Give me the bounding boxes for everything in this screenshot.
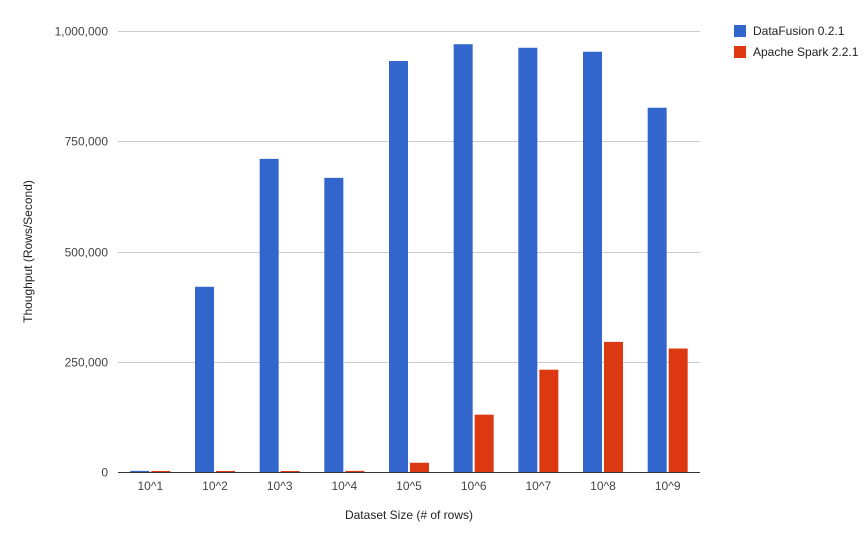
y-tick-label: 250,000 — [65, 356, 109, 370]
legend-label: Apache Spark 2.2.1 — [753, 45, 859, 59]
bar-datafusion-8 — [647, 107, 667, 472]
x-tick-label: 10^9 — [655, 479, 681, 493]
bar-spark-7 — [604, 341, 623, 472]
bar-spark-2 — [280, 471, 300, 472]
bar-datafusion-4 — [389, 60, 408, 473]
legend-swatch — [734, 46, 746, 58]
bar-spark-3 — [345, 470, 365, 472]
x-tick-label: 10^6 — [461, 479, 487, 493]
x-tick-label: 10^8 — [590, 479, 616, 493]
y-tick-label: 1,000,000 — [55, 25, 109, 39]
y-tick-label: 500,000 — [65, 246, 109, 260]
y-axis-title: Thoughput (Rows/Second) — [21, 180, 35, 323]
bar-datafusion-2 — [259, 158, 279, 472]
y-tick-label: 0 — [101, 466, 108, 480]
y-tick-label: 750,000 — [65, 135, 109, 149]
bar-datafusion-0 — [130, 470, 150, 472]
bar-spark-0 — [151, 471, 171, 472]
x-tick-label: 10^5 — [396, 479, 422, 493]
bar-spark-6 — [539, 369, 559, 472]
x-tick-label: 10^2 — [202, 479, 228, 493]
bars — [130, 44, 688, 473]
bar-spark-5 — [474, 414, 494, 472]
y-axis-ticks: 0 250,000 500,000 750,000 1,000,000 — [55, 25, 109, 480]
bar-spark-1 — [216, 471, 235, 472]
x-tick-label: 10^1 — [137, 479, 163, 493]
bar-spark-8 — [668, 348, 688, 472]
legend-label: DataFusion 0.2.1 — [753, 24, 845, 38]
bar-datafusion-6 — [518, 47, 538, 472]
bar-spark-4 — [410, 462, 429, 472]
bar-datafusion-1 — [195, 286, 214, 472]
x-tick-label: 10^4 — [331, 479, 357, 493]
bar-datafusion-7 — [583, 51, 602, 472]
x-axis-ticks: 10^1 10^2 10^3 10^4 10^5 10^6 10^7 10^8 10^9 — [137, 479, 680, 493]
legend: DataFusion 0.2.1 Apache Spark 2.2.1 — [734, 24, 859, 59]
bar-datafusion-3 — [324, 177, 344, 472]
bar-datafusion-5 — [453, 44, 473, 472]
x-tick-label: 10^3 — [267, 479, 293, 493]
gridlines — [118, 31, 700, 363]
legend-swatch — [734, 25, 746, 37]
x-axis-title: Dataset Size (# of rows) — [345, 508, 473, 522]
x-tick-label: 10^7 — [525, 479, 551, 493]
